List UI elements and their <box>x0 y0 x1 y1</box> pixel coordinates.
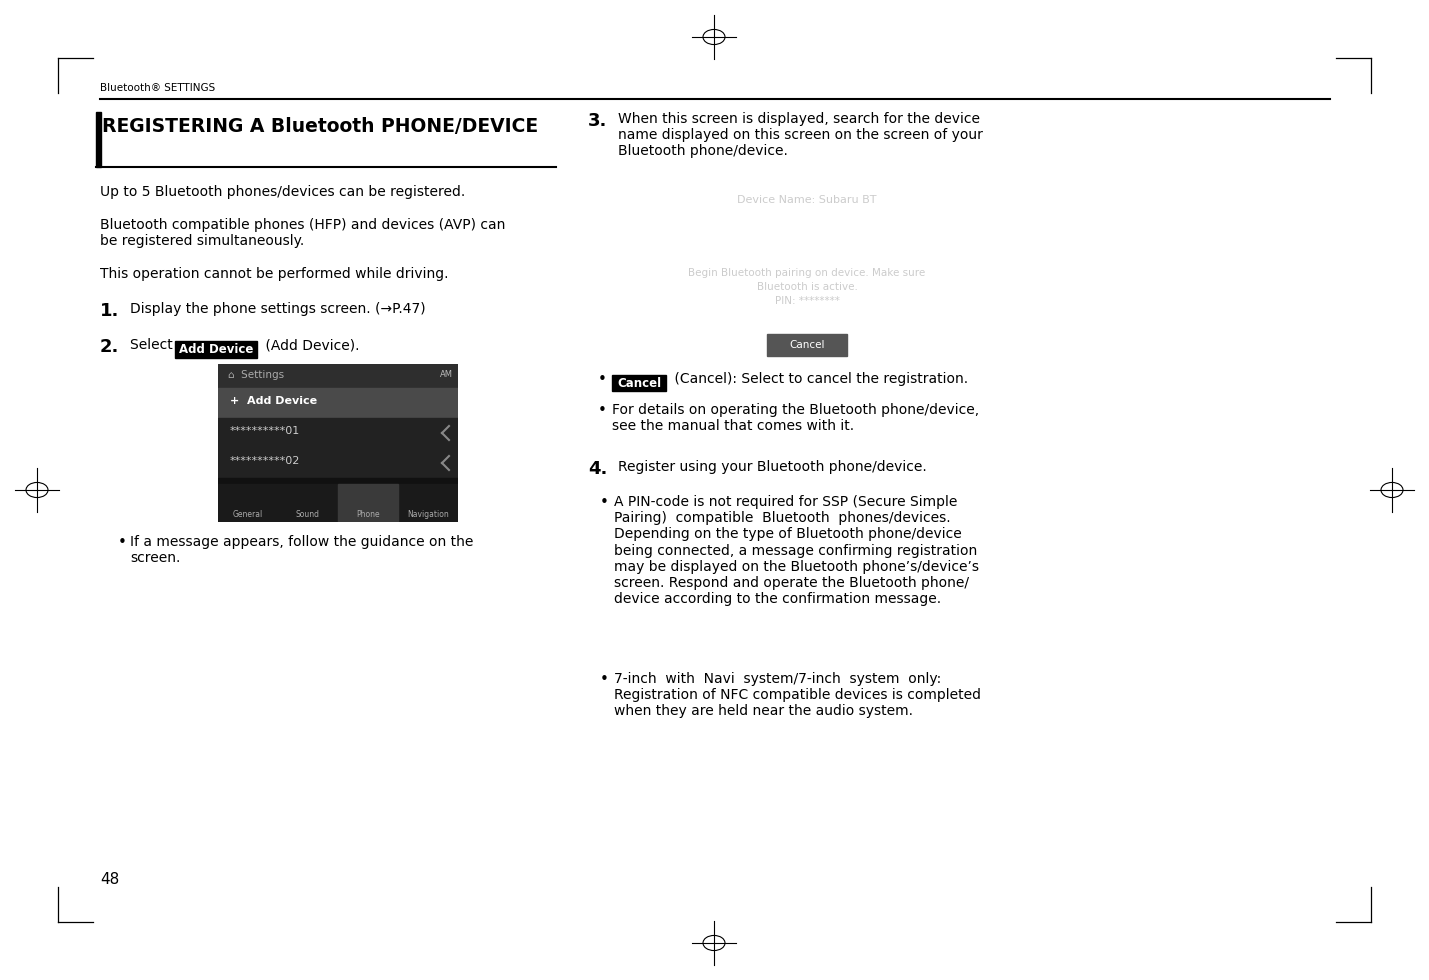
Text: Bluetooth compatible phones (HFP) and devices (AVP) can
be registered simultaneo: Bluetooth compatible phones (HFP) and de… <box>100 218 506 248</box>
Bar <box>339 484 399 522</box>
Text: Cancel: Cancel <box>617 376 662 389</box>
Bar <box>767 334 847 356</box>
Bar <box>219 478 459 484</box>
Text: 3.: 3. <box>587 112 607 130</box>
Text: Display the phone settings screen. (→P.47): Display the phone settings screen. (→P.4… <box>130 302 426 316</box>
Text: For details on operating the Bluetooth phone/device,
see the manual that comes w: For details on operating the Bluetooth p… <box>612 403 979 433</box>
Text: •: • <box>597 372 607 387</box>
Text: Select: Select <box>130 338 177 352</box>
Text: **********02: **********02 <box>230 456 300 466</box>
Text: •: • <box>600 495 609 510</box>
Bar <box>219 448 459 478</box>
Text: REGISTERING A Bluetooth PHONE/DEVICE: REGISTERING A Bluetooth PHONE/DEVICE <box>101 117 539 136</box>
Text: If a message appears, follow the guidance on the
screen.: If a message appears, follow the guidanc… <box>130 535 473 565</box>
Text: (Cancel): Select to cancel the registration.: (Cancel): Select to cancel the registrat… <box>670 372 967 386</box>
Text: +  Add Device: + Add Device <box>230 396 317 406</box>
Text: ⌂  Settings: ⌂ Settings <box>229 370 284 380</box>
Text: When this screen is displayed, search for the device
name displayed on this scre: When this screen is displayed, search fo… <box>617 112 983 159</box>
Text: AM: AM <box>440 370 453 379</box>
Bar <box>219 418 459 448</box>
Text: Register using your Bluetooth phone/device.: Register using your Bluetooth phone/devi… <box>617 460 927 474</box>
Text: Up to 5 Bluetooth phones/devices can be registered.: Up to 5 Bluetooth phones/devices can be … <box>100 185 466 199</box>
Text: 1.: 1. <box>100 302 120 320</box>
Text: Begin Bluetooth pairing on device. Make sure
Bluetooth is active.
PIN: ********: Begin Bluetooth pairing on device. Make … <box>689 268 926 306</box>
Text: •: • <box>600 672 609 687</box>
Text: Bluetooth® SETTINGS: Bluetooth® SETTINGS <box>100 83 216 93</box>
Text: Sound: Sound <box>296 510 320 519</box>
Bar <box>219 364 459 388</box>
Text: (Add Device).: (Add Device). <box>262 338 360 352</box>
Text: **********01: **********01 <box>230 426 300 436</box>
Text: Cancel: Cancel <box>789 340 825 350</box>
Bar <box>219 388 459 418</box>
Text: •: • <box>597 403 607 418</box>
Text: 4.: 4. <box>587 460 607 478</box>
Text: A PIN-code is not required for SSP (Secure Simple
Pairing)  compatible  Bluetoot: A PIN-code is not required for SSP (Secu… <box>614 495 979 607</box>
Bar <box>219 484 459 522</box>
Text: Phone: Phone <box>356 510 380 519</box>
Text: 2.: 2. <box>100 338 120 356</box>
Text: •: • <box>119 535 127 550</box>
Text: 7-inch  with  Navi  system/7-inch  system  only:
Registration of NFC compatible : 7-inch with Navi system/7-inch system on… <box>614 672 980 718</box>
Text: 48: 48 <box>100 872 119 887</box>
Text: General: General <box>233 510 263 519</box>
Text: Navigation: Navigation <box>407 510 449 519</box>
Text: Add Device: Add Device <box>179 343 253 356</box>
Text: This operation cannot be performed while driving.: This operation cannot be performed while… <box>100 267 449 281</box>
Text: Device Name: Subaru BT: Device Name: Subaru BT <box>737 195 877 205</box>
